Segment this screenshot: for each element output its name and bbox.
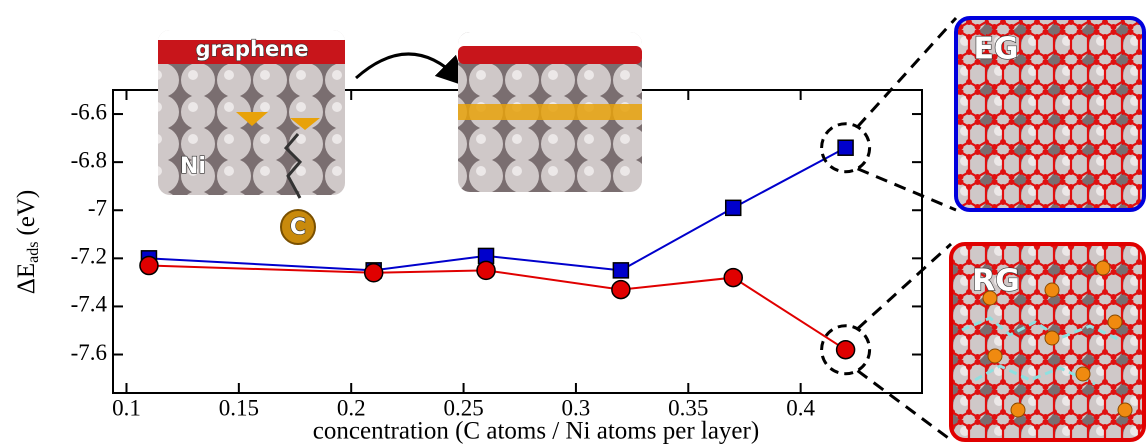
y-label-main: ΔE (13, 263, 40, 294)
carbon-atom: C (281, 210, 315, 244)
inset-after (458, 32, 642, 192)
leader-line (858, 371, 951, 440)
inset-label: Ni (180, 154, 206, 179)
x-tick-label: 0.35 (668, 395, 708, 420)
transform-arrow (356, 54, 458, 78)
x-tick-label: 0.4 (786, 395, 815, 420)
marker-circle (837, 341, 855, 359)
x-tick-label: 0.25 (443, 395, 483, 420)
leader-line (858, 18, 956, 127)
leader-line (858, 169, 956, 210)
inset-rg: RG (951, 244, 1144, 440)
marker-circle (724, 269, 742, 287)
marker-square (613, 263, 628, 278)
y-tick-label: -7 (88, 196, 107, 221)
x-axis-label: concentration (C atoms / Ni atoms per la… (313, 418, 759, 445)
inset-before: graphene Ni (158, 30, 345, 198)
x-tick-label: 0.3 (562, 395, 591, 420)
chart: -6.6 -6.8 -7 -7.2 -7.4 -7.6 0.1 0.15 0.2 0.25 0.3 0… (0, 0, 1147, 446)
inset-label: EG (973, 32, 1018, 67)
y-label-sub: ads (25, 242, 42, 263)
carbide-layer (458, 104, 642, 120)
inset-eg: EG (956, 18, 1144, 210)
marker-square (838, 140, 853, 155)
x-tick-label: 0.2 (337, 395, 366, 420)
leader-line (858, 244, 951, 329)
x-tick-label: 0.15 (219, 395, 259, 420)
y-tick-label: -7.6 (71, 340, 107, 365)
inset-label: graphene (196, 37, 309, 61)
inset-label: C (290, 215, 306, 240)
marker-circle (365, 264, 383, 282)
y-axis-label: ΔEads (eV) (13, 190, 42, 295)
marker-circle (612, 281, 630, 299)
marker-square (726, 200, 741, 215)
y-tick-label: -7.4 (71, 292, 108, 317)
y-tick-label: -6.6 (71, 99, 107, 124)
x-tick-label: 0.1 (112, 395, 141, 420)
y-tick-label: -6.8 (71, 147, 107, 172)
insets: graphene Ni C EG RG (158, 18, 1144, 440)
graphene-layer (458, 46, 642, 64)
y-tick-label: -7.2 (71, 244, 107, 269)
inset-label: RG (972, 264, 1020, 299)
marker-circle (140, 257, 158, 275)
y-label-unit: (eV) (13, 190, 40, 236)
marker-circle (477, 261, 495, 279)
